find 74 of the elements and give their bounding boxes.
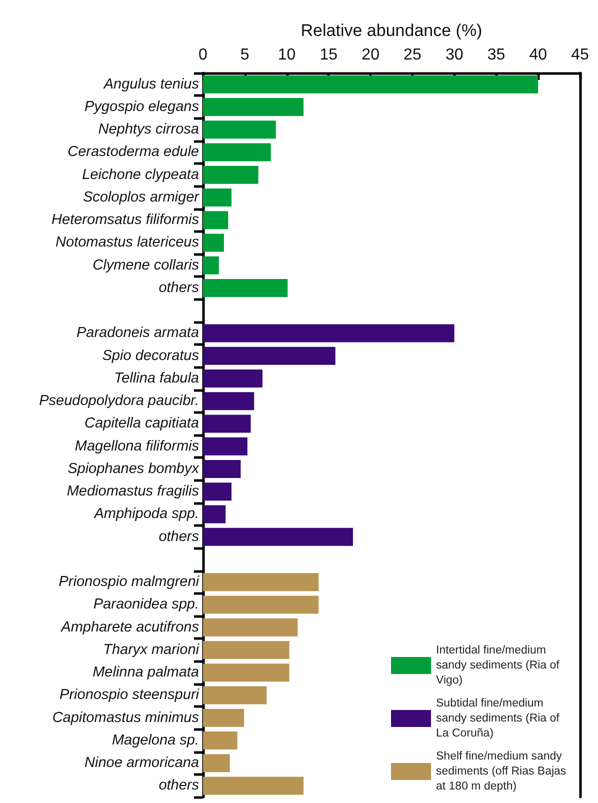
y-tick-label: Angulus tenius: [102, 76, 199, 92]
y-tick-label: others: [158, 528, 199, 545]
bar: [203, 278, 288, 297]
y-tick-label: Pseudopolydora paucibr.: [39, 393, 199, 410]
bar: [203, 346, 336, 365]
x-tick-label: 20: [362, 46, 380, 64]
x-tick-label: 0: [198, 46, 208, 64]
bar: [203, 234, 224, 252]
bar: [203, 392, 254, 410]
x-tick-label: 5: [240, 46, 250, 64]
bar: [203, 98, 304, 116]
y-tick-label: Ninoe armoricana: [84, 755, 199, 772]
legend-label: Subtidal fine/medium sandy sediments (Ria of La Coruña): [436, 698, 563, 740]
y-tick-label: Spiophanes bombyx: [68, 460, 200, 477]
bar: [203, 166, 258, 184]
bar: [203, 731, 238, 750]
y-tick-label: Clymene collaris: [92, 257, 199, 274]
bar: [203, 708, 244, 727]
bar: [203, 369, 262, 388]
bar: [203, 528, 353, 546]
legend-label: Shelf fine/medium sandy sediments (off Rias Bajas at 180 m depth): [436, 750, 570, 792]
bar: [203, 437, 248, 456]
y-tick-label: others: [158, 778, 199, 794]
bar: [203, 776, 304, 795]
x-tick-label: 30: [445, 46, 464, 64]
bar: [203, 596, 319, 614]
x-tick-label: 40: [529, 46, 548, 64]
x-tick-label: 35: [487, 46, 506, 64]
y-tick-label: Cerastoderma edule: [68, 144, 199, 160]
y-tick-label: Paradoneis armata: [76, 325, 199, 342]
x-tick-label: 10: [278, 46, 296, 64]
bar: [203, 211, 228, 230]
x-tick-label: 25: [404, 46, 422, 64]
y-tick-label: Prionospio malmgreni: [58, 574, 200, 590]
y-tick-label: Paraonidea spp.: [93, 596, 199, 613]
bar: [203, 188, 232, 206]
y-tick-label: Scoloplos armiger: [82, 189, 200, 206]
y-tick-label: Spio decoratus: [102, 348, 199, 364]
y-tick-label: Notomastus latericeus: [56, 234, 199, 251]
y-tick-label: Tellina fabula: [114, 370, 199, 386]
x-tick-label: 15: [320, 46, 338, 64]
bar: [203, 482, 232, 501]
bar: [203, 664, 290, 682]
bar: [203, 414, 251, 433]
x-tick-label: 45: [571, 46, 589, 64]
y-tick-label: Mediomastus fragilis: [66, 484, 199, 500]
y-tick-label: Prionospio steenspuri: [60, 687, 200, 704]
y-tick-label: Leichone clypeata: [82, 166, 199, 183]
bar: [203, 460, 241, 478]
y-tick-label: Magelona sp.: [112, 732, 199, 748]
bar: [203, 505, 226, 524]
bar: [203, 573, 319, 592]
bar: [203, 256, 219, 274]
y-tick-label: Nephtys cirrosa: [98, 122, 199, 138]
y-tick-label: Capitella capitiata: [84, 416, 199, 432]
legend-label: Intertidal fine/medium sandy sediments (Ria of Vigo): [436, 644, 563, 686]
bar: [203, 640, 290, 659]
x-axis-title: Relative abundance (%): [300, 21, 482, 40]
bar: [203, 324, 454, 342]
y-tick-label: Magellona filiformis: [74, 438, 199, 454]
y-tick-label: Capitomastus minimus: [52, 710, 199, 726]
y-tick-label: Amphipoda spp.: [93, 506, 199, 522]
y-tick-label: Pygospio elegans: [84, 98, 199, 115]
y-tick-label: Heteromsatus filiformis: [52, 212, 199, 228]
y-tick-label: others: [158, 280, 199, 296]
y-tick-label: Tharyx marioni: [103, 642, 200, 658]
bar: [203, 686, 267, 704]
bar: [203, 75, 538, 94]
bar: [203, 143, 271, 162]
bar: [203, 754, 230, 772]
y-tick-label: Melinna palmata: [92, 664, 199, 681]
bar: [203, 120, 276, 139]
y-tick-label: Ampharete acutifrons: [60, 619, 199, 636]
bar: [203, 618, 298, 636]
